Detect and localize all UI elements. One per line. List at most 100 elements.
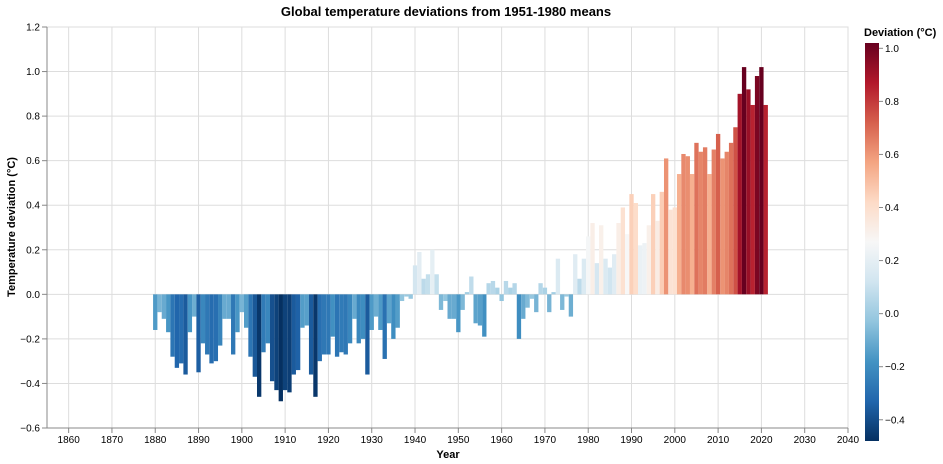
- bar: [603, 258, 608, 295]
- bar: [456, 294, 461, 333]
- bars: [153, 67, 768, 402]
- bar: [464, 292, 470, 295]
- bar: [161, 294, 167, 319]
- x-tick-label: 1970: [534, 435, 557, 446]
- bar: [205, 294, 210, 355]
- bar: [573, 254, 578, 295]
- bar: [369, 294, 374, 330]
- bar: [356, 294, 361, 344]
- y-tick-label: 0.6: [26, 156, 40, 167]
- bar: [239, 294, 245, 313]
- y-tick-label: 1.0: [26, 67, 40, 78]
- axes: 1860 1870 1880 1890 1900 1910 1920 1930 1940 1950…: [20, 23, 859, 447]
- bar: [438, 294, 444, 310]
- bar: [534, 294, 539, 313]
- x-tick-label: 1950: [447, 435, 470, 446]
- bar: [157, 294, 162, 313]
- bar: [408, 294, 413, 299]
- bar: [365, 294, 370, 375]
- y-tick-label: −0.4: [20, 379, 40, 390]
- bar: [702, 147, 708, 295]
- bar: [269, 294, 275, 382]
- bar: [339, 294, 344, 353]
- bar: [196, 294, 201, 373]
- bar: [231, 294, 236, 355]
- bar: [607, 267, 613, 295]
- x-tick-label: 1920: [317, 435, 340, 446]
- bar: [313, 294, 318, 397]
- bar: [638, 245, 643, 295]
- bar: [685, 156, 690, 295]
- bar: [694, 142, 699, 295]
- bar: [395, 294, 400, 328]
- bar: [179, 294, 184, 364]
- bar: [252, 294, 257, 377]
- bar: [529, 294, 535, 299]
- bar: [707, 174, 712, 295]
- bar: [663, 158, 669, 295]
- bar: [278, 294, 283, 402]
- bar: [430, 249, 435, 295]
- bar: [581, 258, 587, 295]
- bar: [183, 294, 188, 375]
- x-tick-label: 2040: [837, 435, 860, 446]
- bar: [594, 263, 600, 295]
- bar: [503, 280, 509, 295]
- x-axis-title: Year: [436, 449, 460, 461]
- bar: [599, 225, 604, 295]
- y-tick-label: 0.0: [26, 290, 40, 301]
- x-tick-label: 1900: [231, 435, 254, 446]
- y-tick-label: 1.2: [26, 23, 40, 34]
- bar: [590, 223, 595, 295]
- bar: [425, 274, 431, 295]
- bar: [655, 220, 660, 295]
- bar: [612, 254, 617, 295]
- bar: [754, 76, 760, 295]
- bar: [308, 294, 314, 375]
- bar: [746, 89, 751, 295]
- bar: [261, 294, 266, 353]
- bar: [347, 294, 353, 344]
- bar: [733, 127, 738, 295]
- legend-ticks: 1.0 0.8 0.6 0.4 0.2 0.0 −0.2 −0.4: [879, 44, 905, 426]
- bar: [477, 294, 483, 326]
- bar: [668, 209, 673, 295]
- bar: [633, 202, 639, 295]
- bar: [551, 292, 556, 295]
- legend-color-bar: [865, 43, 879, 441]
- bar: [564, 294, 569, 297]
- x-tick-label: 1980: [577, 435, 600, 446]
- bar: [681, 153, 686, 295]
- bar: [715, 133, 721, 295]
- bar: [512, 283, 517, 295]
- bar: [720, 158, 725, 295]
- x-tick-label: 1960: [490, 435, 513, 446]
- bar: [412, 265, 418, 295]
- bar: [360, 294, 366, 339]
- bar: [443, 294, 448, 302]
- bar: [248, 294, 253, 357]
- bar: [447, 294, 452, 319]
- y-axis-title: Temperature deviation (°C): [6, 157, 18, 297]
- bar: [560, 294, 565, 310]
- bar: [300, 294, 305, 328]
- bar: [326, 294, 331, 355]
- bar: [153, 294, 158, 330]
- bar: [586, 236, 591, 295]
- bar: [222, 294, 227, 319]
- y-tick-label: −0.2: [20, 334, 40, 345]
- bar: [213, 294, 219, 362]
- bar: [218, 294, 223, 346]
- bar: [542, 287, 548, 295]
- x-tick-label: 1870: [101, 435, 124, 446]
- bar: [317, 294, 322, 362]
- chart-title: Global temperature deviations from 1951-…: [281, 4, 611, 19]
- bar: [404, 294, 409, 297]
- bar: [321, 294, 327, 355]
- bar: [659, 191, 664, 295]
- bar: [166, 294, 171, 333]
- bar: [386, 294, 392, 324]
- bar: [499, 294, 504, 302]
- bar: [343, 294, 348, 355]
